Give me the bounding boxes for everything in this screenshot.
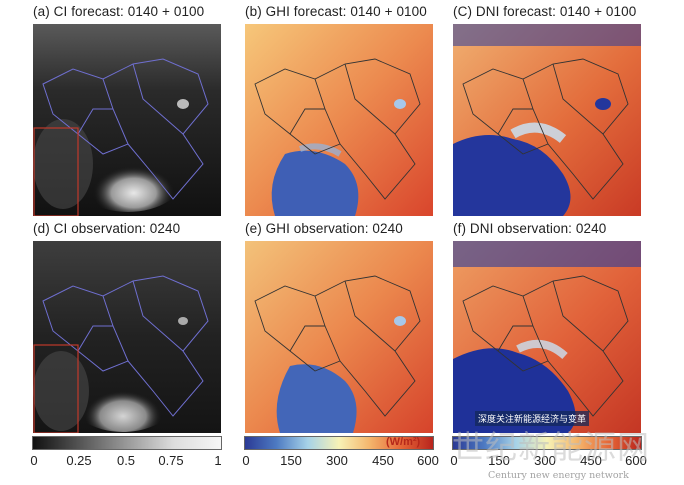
dni-tick: 0 — [450, 453, 458, 468]
map-panel-b — [245, 24, 433, 216]
ghi-observation-map — [245, 241, 433, 433]
brand-watermark: 世纪新能源网 — [452, 428, 651, 466]
ci-tick: 0 — [30, 453, 38, 468]
panel-title-e: (e) GHI observation: 0240 — [245, 221, 403, 236]
colorbar-dni — [452, 436, 642, 450]
colorbar-unit: (W/m²) — [386, 436, 421, 448]
ghi-tick: 300 — [326, 453, 348, 468]
ci-tick: 0.75 — [158, 453, 184, 468]
dni-tick: 150 — [488, 453, 510, 468]
dni-forecast-map — [453, 24, 641, 216]
colorbar-ghi — [244, 436, 434, 450]
ci-tick: 0.25 — [66, 453, 92, 468]
ghi-tick: 600 — [417, 453, 439, 468]
map-panel-c — [453, 24, 641, 216]
ci-tick: 0.5 — [116, 453, 136, 468]
map-panel-d — [33, 241, 221, 433]
dni-tick: 450 — [580, 453, 602, 468]
panel-title-c: (C) DNI forecast: 0140 + 0100 — [453, 4, 637, 19]
map-panel-e — [245, 241, 433, 433]
panel-title-d: (d) CI observation: 0240 — [33, 221, 181, 236]
brand-watermark-sub: Century new energy network — [488, 470, 629, 481]
panel-title-b: (b) GHI forecast: 0140 + 0100 — [245, 4, 427, 19]
ci-observation-map — [33, 241, 221, 433]
ghi-tick: 150 — [280, 453, 302, 468]
dni-tick: 300 — [534, 453, 556, 468]
dni-tick: 600 — [625, 453, 647, 468]
colorbar-ci — [32, 436, 222, 450]
panel-title-f: (f) DNI observation: 0240 — [453, 221, 607, 236]
dni-observation-map — [453, 241, 641, 433]
ghi-tick: 0 — [242, 453, 250, 468]
ci-tick: 1 — [214, 453, 222, 468]
ghi-forecast-map — [245, 24, 433, 216]
ci-forecast-map — [33, 24, 221, 216]
map-panel-f: 深度关注新能源经济与变革 — [453, 241, 641, 433]
panel-title-a: (a) CI forecast: 0140 + 0100 — [33, 4, 205, 19]
watermark-tag: 深度关注新能源经济与变革 — [475, 411, 590, 426]
ghi-tick: 450 — [372, 453, 394, 468]
map-panel-a — [33, 24, 221, 216]
